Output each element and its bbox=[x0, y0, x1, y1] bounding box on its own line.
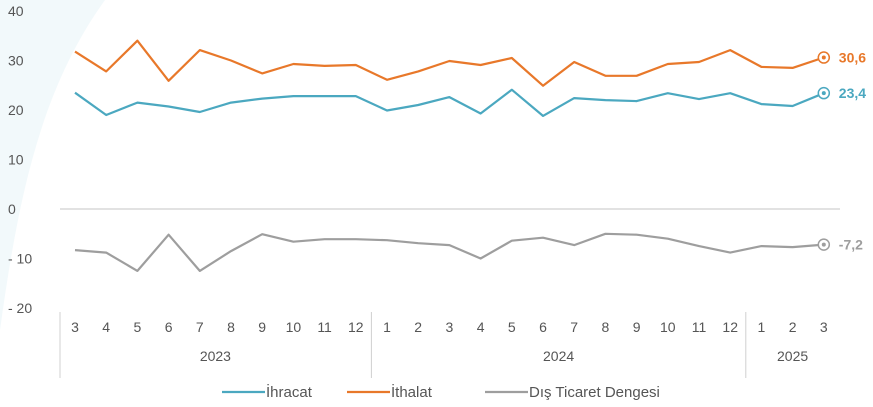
end-marker-dot bbox=[821, 91, 826, 96]
x-tick-label: 9 bbox=[258, 319, 266, 335]
y-tick-label: 10 bbox=[8, 152, 24, 168]
x-tick-label: 7 bbox=[570, 319, 578, 335]
x-tick-label: 10 bbox=[286, 319, 302, 335]
x-tick-label: 7 bbox=[196, 319, 204, 335]
series-lines: 23,4 30,6 -7,2 bbox=[74, 39, 866, 272]
end-value-label: 30,6 bbox=[839, 50, 866, 66]
x-tick-label: 6 bbox=[165, 319, 173, 335]
x-tick-label: 5 bbox=[508, 319, 516, 335]
x-tick-label: 6 bbox=[539, 319, 547, 335]
y-tick-label: - 10 bbox=[8, 251, 32, 267]
x-tick-label: 3 bbox=[820, 319, 828, 335]
x-tick-label: 8 bbox=[602, 319, 610, 335]
x-tick-label: 2 bbox=[789, 319, 797, 335]
series-line bbox=[74, 88, 825, 117]
y-tick-label: - 20 bbox=[8, 300, 32, 316]
background-arc bbox=[0, 0, 105, 330]
x-tick-label: 1 bbox=[383, 319, 391, 335]
y-tick-label: 40 bbox=[8, 3, 24, 19]
year-label: 2024 bbox=[543, 348, 574, 364]
end-value-label: -7,2 bbox=[839, 237, 863, 253]
x-tick-label: 4 bbox=[477, 319, 485, 335]
x-tick-label: 10 bbox=[660, 319, 676, 335]
x-tick-label: 2 bbox=[414, 319, 422, 335]
series-line bbox=[74, 39, 825, 87]
legend: İhracat İthalat Dış Ticaret Dengesi bbox=[222, 383, 660, 401]
x-tick-label: 12 bbox=[722, 319, 738, 335]
legend-label: İhracat bbox=[266, 383, 313, 401]
end-marker-dot bbox=[821, 55, 826, 60]
x-tick-label: 1 bbox=[758, 319, 766, 335]
x-tick-label: 3 bbox=[71, 319, 79, 335]
y-tick-label: 0 bbox=[8, 201, 16, 217]
series-line bbox=[74, 232, 824, 272]
legend-label: Dış Ticaret Dengesi bbox=[529, 384, 660, 401]
y-tick-label: 30 bbox=[8, 53, 24, 69]
end-value-label: 23,4 bbox=[839, 85, 866, 101]
legend-label: İthalat bbox=[391, 383, 433, 401]
year-label: 2023 bbox=[200, 348, 231, 364]
x-tick-label: 9 bbox=[633, 319, 641, 335]
end-marker-dot bbox=[821, 242, 826, 247]
x-tick-label: 3 bbox=[446, 319, 454, 335]
y-tick-label: 20 bbox=[8, 102, 24, 118]
x-tick-label: 8 bbox=[227, 319, 235, 335]
x-tick-label: 4 bbox=[102, 319, 110, 335]
x-tick-label: 11 bbox=[692, 319, 707, 335]
x-tick-label: 12 bbox=[348, 319, 364, 335]
x-tick-label: 11 bbox=[317, 319, 332, 335]
x-tick-label: 5 bbox=[134, 319, 142, 335]
year-label: 2025 bbox=[777, 348, 808, 364]
